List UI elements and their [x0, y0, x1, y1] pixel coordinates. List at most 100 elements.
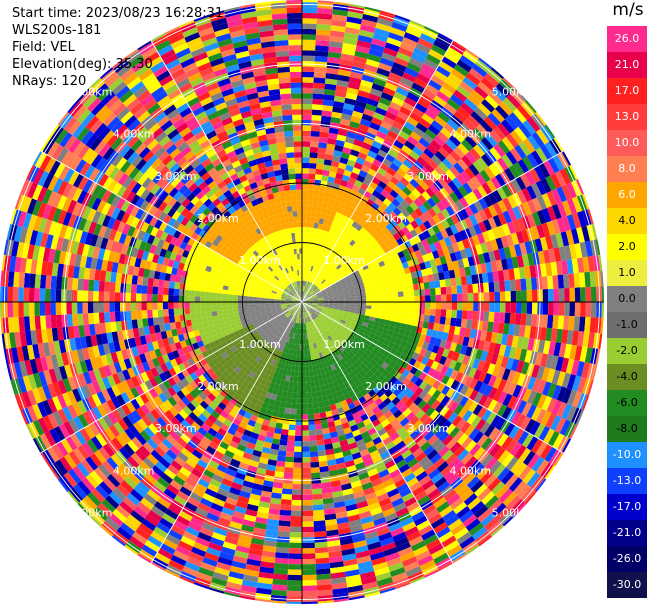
velocity-gate — [363, 280, 370, 286]
velocity-gate — [434, 241, 442, 251]
velocity-gate — [485, 133, 498, 147]
velocity-gate — [362, 177, 372, 187]
velocity-gate — [309, 146, 319, 153]
velocity-gate — [349, 255, 357, 262]
velocity-gate — [479, 120, 494, 134]
velocity-gate — [302, 162, 310, 169]
velocity-gate — [426, 396, 437, 407]
velocity-gate — [308, 168, 316, 175]
velocity-gate — [515, 302, 522, 314]
velocity-gate — [354, 292, 361, 297]
velocity-gate — [308, 238, 313, 244]
velocity-gate — [279, 439, 288, 446]
velocity-gate — [339, 260, 346, 267]
velocity-gate — [435, 287, 442, 295]
velocity-gate — [541, 193, 552, 208]
velocity-gate — [341, 209, 349, 217]
velocity-gate — [276, 455, 286, 462]
velocity-gate — [321, 247, 326, 254]
velocity-gate — [322, 308, 328, 312]
velocity-gate — [302, 473, 312, 479]
velocity-gate — [499, 312, 506, 324]
velocity-gate — [305, 237, 309, 244]
velocity-gate — [317, 152, 326, 160]
velocity-gate — [569, 423, 578, 440]
velocity-gate — [387, 306, 393, 312]
velocity-gate — [449, 94, 464, 107]
velocity-gate — [424, 260, 432, 269]
velocity-gate — [400, 274, 407, 281]
velocity-gate — [302, 542, 315, 549]
velocity-gate — [516, 483, 531, 500]
velocity-gate — [339, 118, 351, 127]
velocity-gate — [290, 521, 302, 527]
velocity-gate — [493, 249, 502, 261]
velocity-gate — [440, 229, 449, 239]
velocity-gate — [316, 282, 321, 287]
velocity-gate — [497, 322, 505, 334]
velocity-gate — [381, 269, 389, 276]
velocity-gate — [346, 282, 353, 288]
velocity-gate — [471, 274, 478, 285]
velocity-gate — [386, 287, 393, 294]
velocity-gate — [457, 158, 469, 171]
velocity-gate — [512, 206, 522, 220]
velocity-gate — [333, 101, 345, 109]
velocity-gate — [378, 275, 385, 282]
velocity-gate — [542, 249, 551, 264]
velocity-gate — [418, 380, 428, 391]
velocity-gate — [514, 462, 528, 478]
velocity-gate — [414, 377, 424, 387]
velocity-gate — [445, 138, 458, 151]
velocity-gate — [376, 102, 390, 112]
velocity-gate — [566, 374, 577, 390]
velocity-gate — [341, 174, 350, 183]
velocity-gate — [457, 302, 463, 311]
velocity-gate — [365, 294, 372, 299]
velocity-gate — [399, 106, 412, 117]
velocity-gate — [508, 346, 517, 359]
velocity-gate — [287, 574, 302, 581]
velocity-gate — [381, 310, 388, 316]
velocity-gate — [399, 42, 416, 53]
velocity-gate — [434, 338, 442, 347]
velocity-gate — [333, 298, 340, 301]
velocity-gate — [338, 293, 345, 297]
velocity-gate — [436, 330, 444, 340]
velocity-gate — [476, 232, 486, 245]
velocity-gate — [449, 150, 462, 163]
velocity-gate — [511, 219, 521, 233]
velocity-gate — [585, 302, 592, 318]
velocity-gate — [401, 386, 411, 396]
velocity-gate — [358, 241, 366, 249]
velocity-gate — [307, 195, 314, 201]
velocity-gate — [280, 434, 289, 441]
velocity-gate — [436, 131, 449, 143]
velocity-gate — [317, 316, 322, 321]
velocity-gate — [306, 254, 310, 260]
velocity-gate — [326, 255, 332, 262]
velocity-gate — [307, 282, 311, 288]
velocity-gate — [441, 56, 457, 69]
velocity-gate — [336, 207, 344, 214]
velocity-gate — [306, 281, 309, 287]
velocity-gate — [455, 418, 467, 431]
velocity-gate — [302, 114, 312, 121]
velocity-gate — [436, 221, 446, 232]
velocity-gate — [561, 151, 572, 166]
velocity-gate — [514, 88, 527, 102]
velocity-gate — [321, 310, 327, 315]
velocity-gate — [440, 198, 451, 209]
velocity-gate — [496, 225, 506, 238]
velocity-gate — [369, 359, 377, 367]
velocity-gate — [476, 124, 490, 138]
velocity-gate — [494, 302, 501, 313]
velocity-gate — [569, 287, 576, 302]
velocity-gate — [323, 248, 329, 255]
velocity-gate — [561, 403, 572, 420]
velocity-gate — [531, 438, 544, 454]
velocity-gate — [406, 246, 415, 255]
velocity-gate — [359, 24, 376, 34]
velocity-gate — [492, 202, 503, 215]
velocity-gate — [410, 374, 419, 384]
